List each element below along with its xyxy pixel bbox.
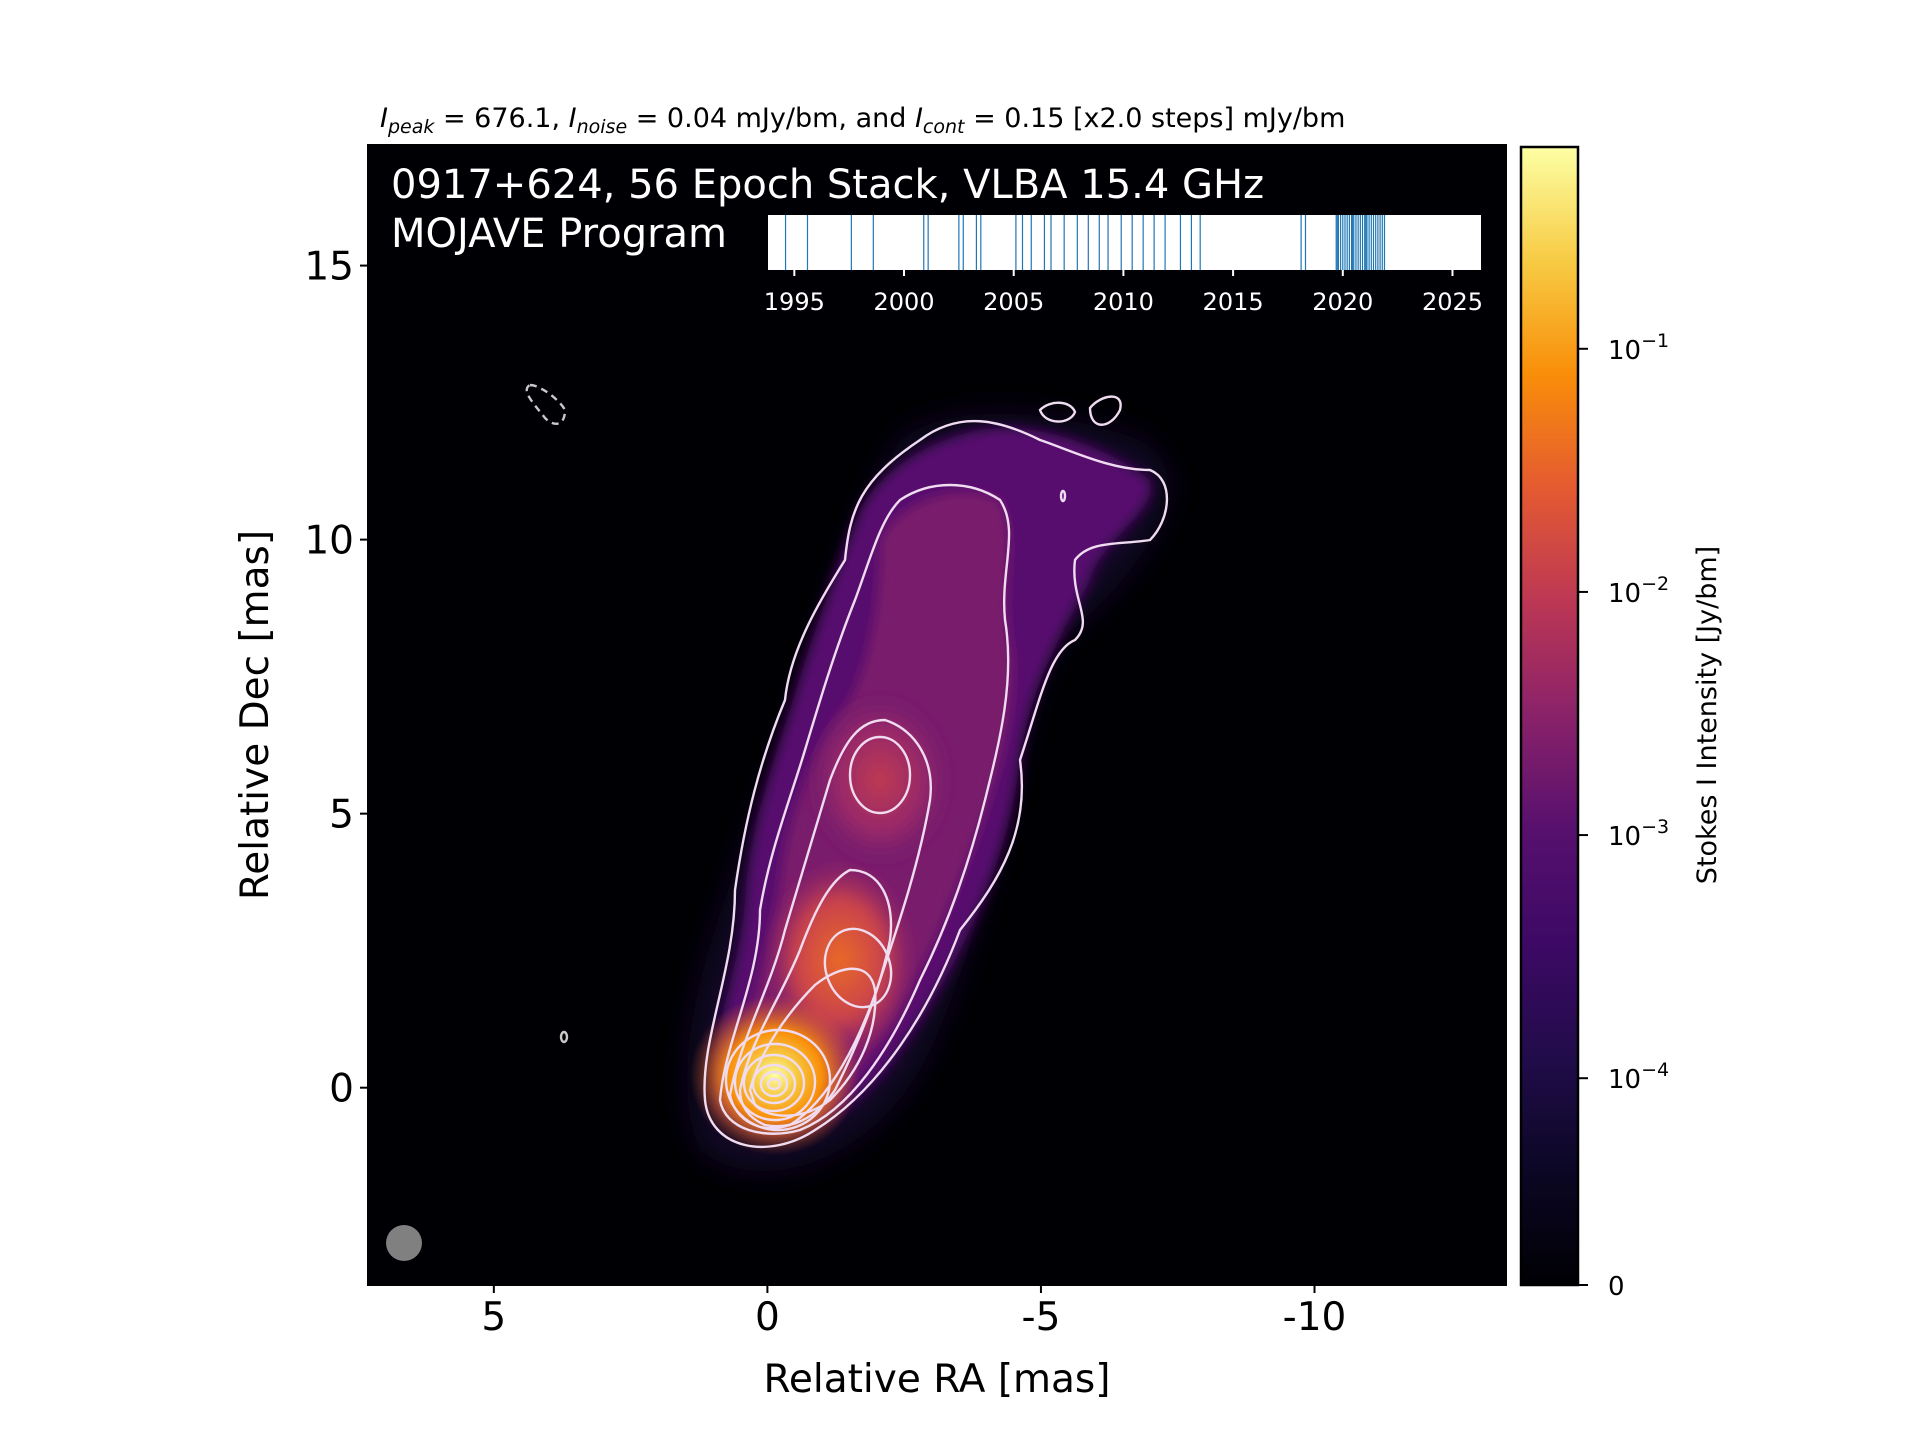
x-tick-label: -5 <box>1022 1295 1061 1340</box>
epoch-lines <box>784 215 1386 270</box>
epoch-timeline: 1995 2000 2005 2010 2015 2020 2025 <box>764 215 1483 316</box>
colorbar-tick-label: 0 <box>1608 1272 1625 1302</box>
beam-ellipse <box>386 1225 422 1261</box>
epoch-tick-label: 2000 <box>873 288 934 316</box>
panel-title-line2: MOJAVE Program <box>391 211 727 257</box>
x-tick-label: 0 <box>755 1295 780 1340</box>
x-axis: 5 0 -5 -10 <box>481 1285 1346 1340</box>
image-panel: 0917+624, 56 Epoch Stack, VLBA 15.4 GHz … <box>367 144 1507 1286</box>
colorbar-label: Stokes I Intensity [Jy/bm] <box>1692 546 1723 884</box>
epoch-tick-label: 2015 <box>1203 288 1264 316</box>
jet-emission <box>525 383 1169 1172</box>
colorbar-tick-label: 10−2 <box>1608 573 1669 609</box>
epoch-tick-label: 2005 <box>983 288 1044 316</box>
contours <box>525 383 1169 1149</box>
colorbar-ticks: 10−1 10−2 10−3 10−4 0 <box>1578 330 1669 1302</box>
x-tick-label: 5 <box>481 1295 506 1340</box>
y-axis-label: Relative Dec [mas] <box>233 530 278 900</box>
image-frame <box>367 144 1507 1286</box>
y-tick-label: 0 <box>329 1067 354 1112</box>
epoch-tick-label: 2020 <box>1312 288 1373 316</box>
y-axis: 0 5 10 15 <box>304 245 368 1112</box>
epoch-tick-label: 2025 <box>1422 288 1483 316</box>
epoch-tick-label: 2010 <box>1093 288 1154 316</box>
panel-title-line1: 0917+624, 56 Epoch Stack, VLBA 15.4 GHz <box>391 162 1264 208</box>
x-axis-label: Relative RA [mas] <box>764 1357 1111 1402</box>
colorbar-tick-label: 10−1 <box>1608 330 1669 366</box>
y-tick-label: 10 <box>304 519 354 564</box>
colorbar: 10−1 10−2 10−3 10−4 0 Stokes I Intensity [Jy… <box>1519 145 1723 1302</box>
colorbar-frame <box>1519 145 1580 1287</box>
epoch-ticks: 1995 2000 2005 2010 2015 2020 2025 <box>764 270 1483 316</box>
y-tick-label: 5 <box>329 793 354 838</box>
colorbar-fill <box>1521 147 1578 1285</box>
colorbar-tick-label: 10−4 <box>1608 1059 1669 1095</box>
figure-title: Ipeak = 676.1, Inoise = 0.04 mJy/bm, and… <box>380 103 1345 138</box>
epoch-tick-label: 1995 <box>764 288 825 316</box>
colorbar-tick-label: 10−3 <box>1608 816 1669 852</box>
x-tick-label: -10 <box>1283 1295 1347 1340</box>
y-tick-label: 15 <box>304 245 354 290</box>
